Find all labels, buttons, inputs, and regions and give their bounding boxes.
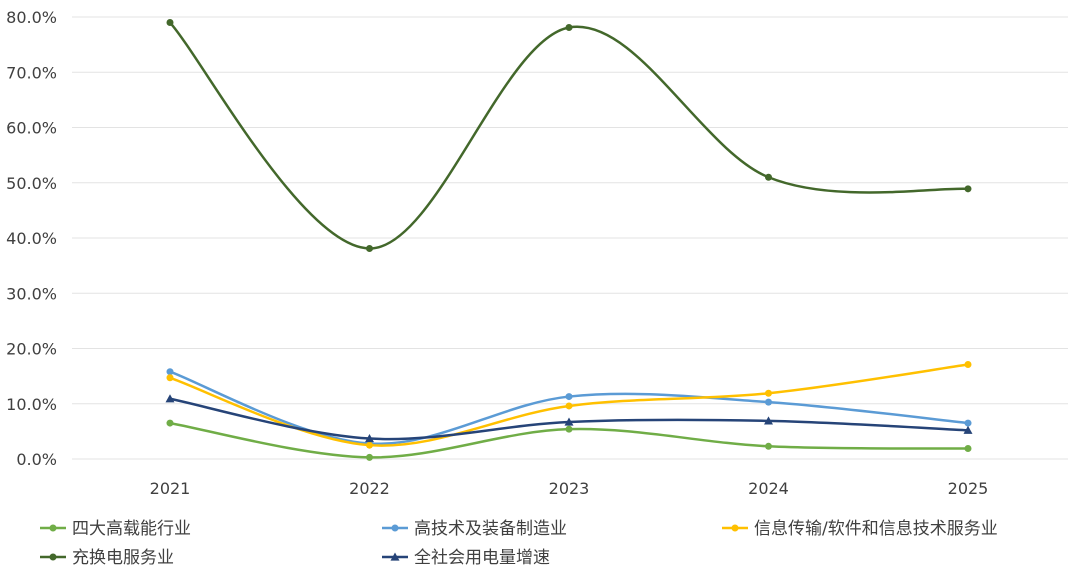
series-5 bbox=[165, 394, 973, 443]
legend-label: 全社会用电量增速 bbox=[414, 548, 550, 568]
grid-lines bbox=[72, 16, 1068, 460]
series-3 bbox=[166, 361, 972, 449]
series-line bbox=[169, 21, 969, 250]
legend-swatch-marker bbox=[391, 524, 399, 532]
legend-swatch-marker bbox=[731, 524, 739, 532]
data-point bbox=[964, 185, 972, 193]
y-tick-label: 0.0% bbox=[16, 450, 57, 469]
y-tick-label: 30.0% bbox=[6, 284, 57, 303]
y-tick-label: 70.0% bbox=[6, 63, 57, 82]
y-tick-label: 20.0% bbox=[6, 340, 57, 359]
y-tick-label: 80.0% bbox=[6, 8, 57, 27]
y-tick-label: 60.0% bbox=[6, 119, 57, 138]
data-point bbox=[765, 398, 772, 406]
y-tick-label: 40.0% bbox=[6, 229, 57, 248]
data-point bbox=[963, 425, 973, 434]
series-1 bbox=[166, 419, 972, 461]
data-point bbox=[964, 445, 972, 453]
x-tick-label: 2022 bbox=[349, 479, 390, 498]
legend-label: 信息传输/软件和信息技术服务业 bbox=[754, 519, 998, 539]
series-lines bbox=[165, 19, 973, 461]
x-tick-label: 2021 bbox=[150, 479, 191, 498]
data-point bbox=[366, 441, 373, 449]
series-4 bbox=[166, 19, 972, 252]
data-point bbox=[366, 453, 373, 461]
data-point bbox=[765, 442, 772, 450]
y-tick-label: 10.0% bbox=[6, 395, 57, 414]
y-tick-label: 50.0% bbox=[6, 174, 57, 193]
data-point bbox=[165, 394, 175, 403]
data-point bbox=[964, 419, 972, 427]
data-point bbox=[365, 434, 374, 443]
data-point bbox=[764, 416, 773, 425]
legend-swatch-marker bbox=[49, 524, 57, 532]
data-point bbox=[166, 368, 174, 376]
data-point bbox=[166, 374, 174, 382]
data-point bbox=[366, 244, 373, 252]
legend-label: 充换电服务业 bbox=[72, 548, 174, 568]
data-point bbox=[565, 393, 573, 401]
data-point bbox=[765, 389, 772, 397]
x-tick-label: 2025 bbox=[948, 479, 989, 498]
y-axis-tick-labels: 0.0% 10.0% 20.0% 30.0% 40.0% 50.0% 60.0% 70.0% 8… bbox=[6, 8, 57, 469]
data-point bbox=[166, 19, 174, 27]
legend-swatch-marker bbox=[49, 553, 57, 561]
data-point bbox=[964, 361, 972, 369]
legend-label: 四大高载能行业 bbox=[72, 519, 191, 539]
legend-item: 信息传输/软件和信息技术服务业 bbox=[722, 519, 998, 539]
data-point bbox=[565, 23, 573, 31]
legend-swatch-marker bbox=[390, 552, 400, 561]
x-tick-label: 2023 bbox=[549, 479, 590, 498]
legend-item: 高技术及装备制造业 bbox=[382, 519, 567, 539]
data-point bbox=[765, 173, 772, 181]
data-point bbox=[564, 417, 574, 426]
legend-item: 全社会用电量增速 bbox=[382, 548, 550, 568]
data-point bbox=[166, 419, 174, 427]
legend-label: 高技术及装备制造业 bbox=[414, 519, 567, 539]
x-tick-label: 2024 bbox=[748, 479, 789, 498]
legend-item: 充换电服务业 bbox=[40, 548, 174, 568]
data-point bbox=[565, 425, 573, 433]
legend-item: 四大高载能行业 bbox=[40, 519, 191, 539]
x-axis-tick-labels: 2021 2022 2023 2024 2025 bbox=[150, 479, 989, 498]
data-point bbox=[565, 402, 573, 410]
